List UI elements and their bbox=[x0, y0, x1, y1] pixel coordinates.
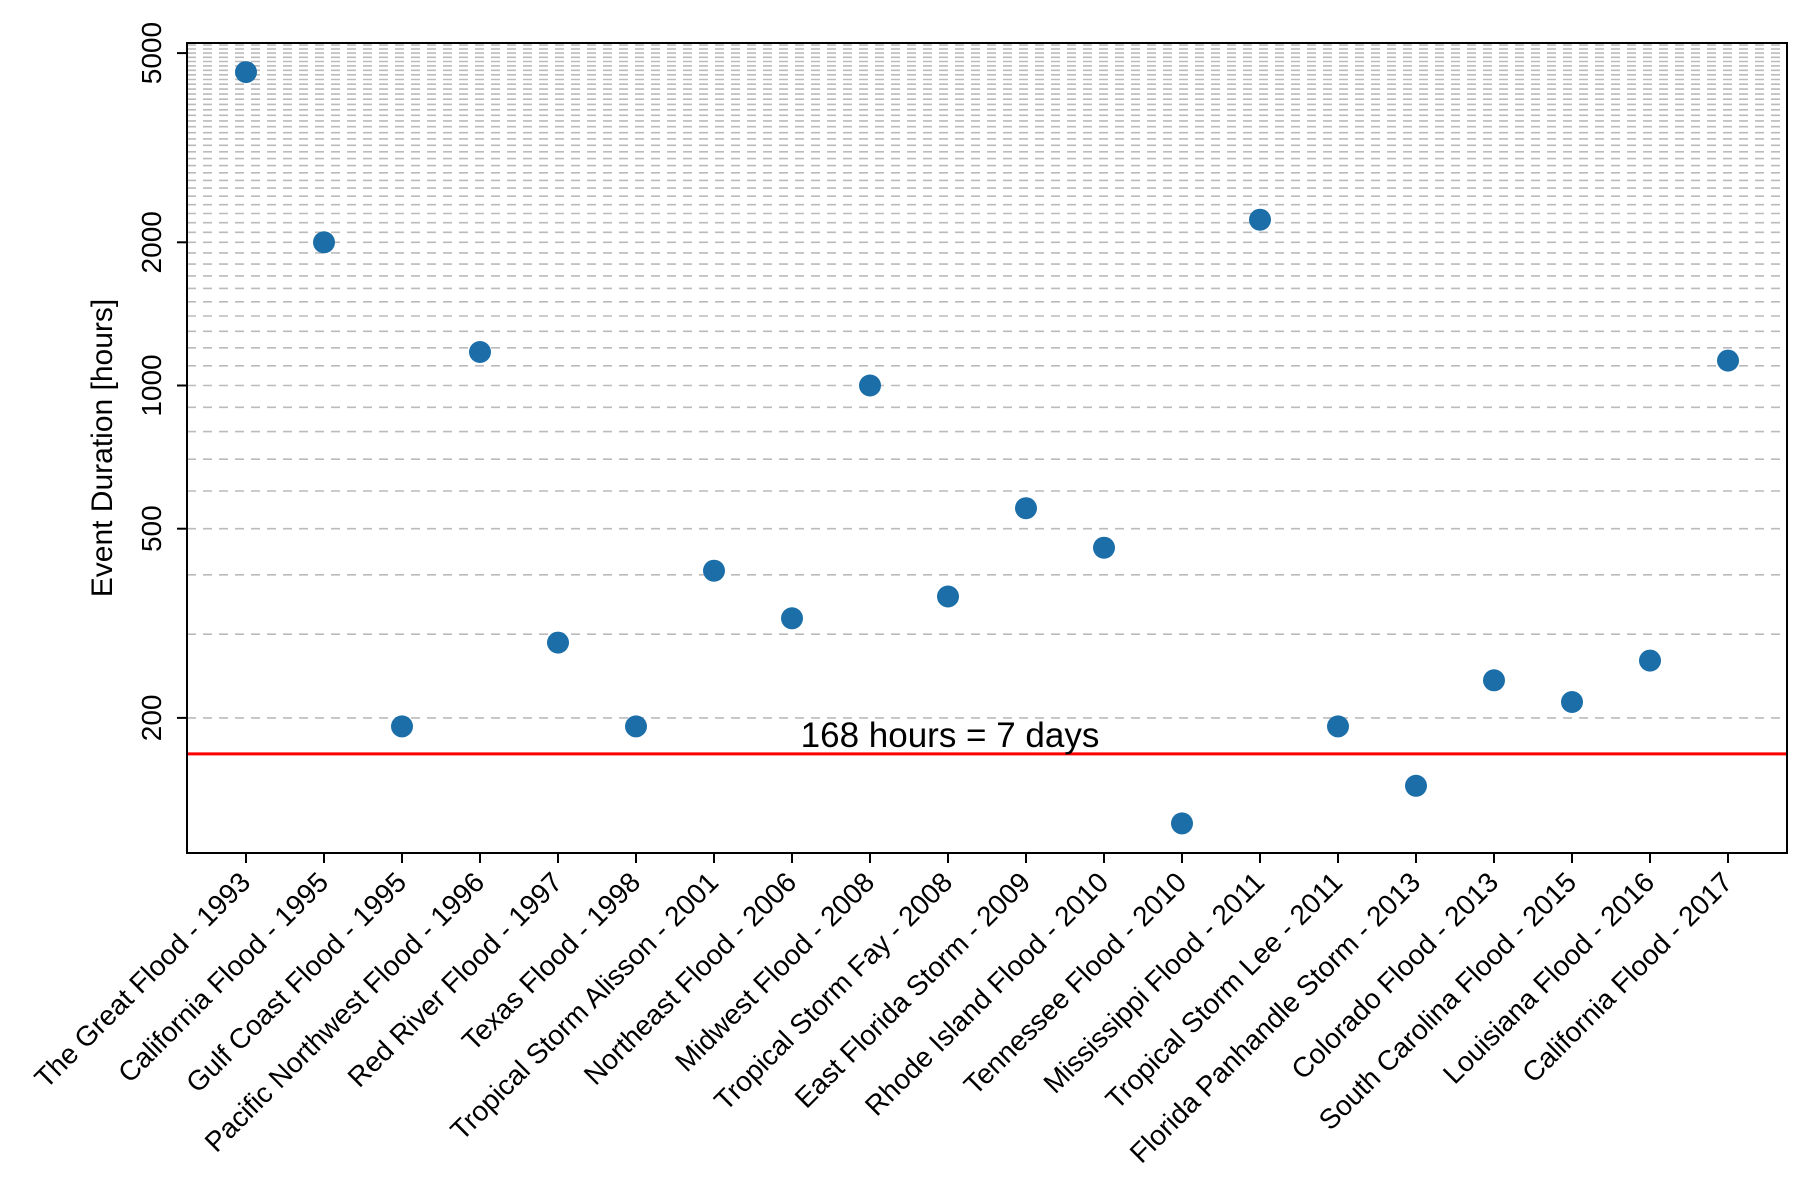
data-point bbox=[1327, 715, 1349, 738]
data-point bbox=[1405, 774, 1427, 797]
data-point bbox=[1639, 649, 1661, 672]
data-point bbox=[1717, 349, 1739, 372]
data-point bbox=[391, 715, 413, 738]
data-point bbox=[1561, 691, 1583, 713]
points-layer bbox=[235, 61, 1739, 835]
threshold-label: 168 hours = 7 days bbox=[801, 716, 1100, 755]
data-point bbox=[781, 607, 803, 630]
data-point bbox=[1171, 812, 1193, 835]
y-tick-label: 1000 bbox=[136, 354, 167, 416]
y-axis-title: Event Duration [hours] bbox=[86, 299, 119, 598]
data-point bbox=[547, 631, 569, 654]
plot-border bbox=[186, 42, 1788, 854]
data-point bbox=[235, 61, 257, 84]
data-point bbox=[1015, 497, 1037, 520]
x-tick-label: Pacific Northwest Flood - 1996 bbox=[199, 866, 491, 1158]
y-tick-label: 2000 bbox=[136, 211, 167, 273]
y-tick-label: 500 bbox=[136, 505, 167, 552]
data-point bbox=[1483, 669, 1505, 692]
data-point bbox=[469, 341, 491, 363]
data-point bbox=[1249, 208, 1271, 231]
data-point bbox=[313, 231, 335, 254]
x-tick-label: Florida Panhandle Storm - 2013 bbox=[1124, 866, 1427, 1169]
data-point bbox=[937, 585, 959, 608]
data-point bbox=[1093, 536, 1115, 559]
y-tick-label: 200 bbox=[136, 695, 167, 742]
data-point bbox=[859, 374, 881, 397]
gridlines-layer bbox=[187, 44, 1787, 719]
y-tick-label: 5000 bbox=[136, 22, 167, 84]
data-point bbox=[625, 715, 647, 738]
data-point bbox=[703, 559, 725, 582]
